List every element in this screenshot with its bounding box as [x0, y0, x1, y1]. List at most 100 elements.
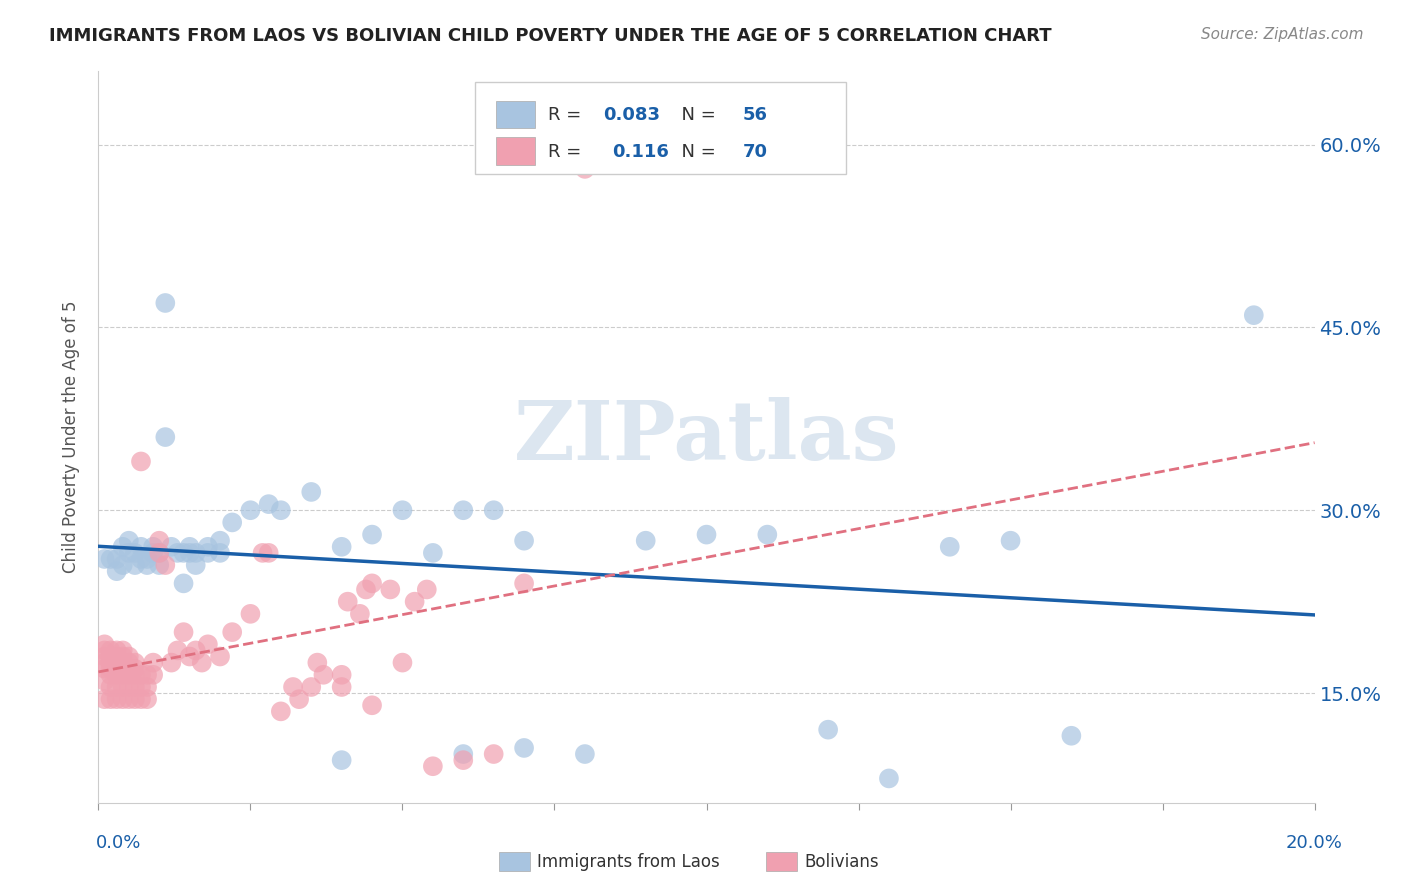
Point — [404, 594, 426, 608]
Point — [100, 680, 122, 694]
Text: Bolivians: Bolivians — [804, 853, 879, 871]
Text: ZIPatlas: ZIPatlas — [513, 397, 900, 477]
Point — [574, 161, 596, 176]
Point — [696, 527, 718, 541]
Point — [191, 656, 214, 670]
Point — [93, 673, 115, 688]
Point — [361, 576, 384, 591]
Point — [142, 667, 165, 682]
Point — [105, 656, 128, 670]
Point — [453, 747, 475, 761]
Point — [142, 656, 165, 670]
Point — [129, 454, 152, 468]
Point — [179, 649, 201, 664]
Point — [513, 740, 536, 755]
Point — [173, 546, 195, 560]
Text: Source: ZipAtlas.com: Source: ZipAtlas.com — [1201, 27, 1364, 42]
Point — [148, 546, 170, 560]
Text: N =: N = — [671, 106, 721, 124]
Point — [118, 533, 141, 548]
Point — [93, 552, 115, 566]
Point — [453, 503, 475, 517]
Point — [93, 643, 115, 657]
Point — [179, 540, 201, 554]
Point — [179, 546, 201, 560]
Point — [105, 680, 128, 694]
Point — [105, 667, 128, 682]
Point — [257, 546, 280, 560]
Point — [288, 692, 311, 706]
Point — [129, 667, 152, 682]
Point — [354, 582, 377, 597]
Point — [136, 680, 159, 694]
Point — [111, 667, 134, 682]
Point — [111, 643, 134, 657]
Text: R =: R = — [548, 143, 593, 161]
Point — [118, 692, 141, 706]
Point — [391, 503, 413, 517]
Point — [209, 649, 232, 664]
Point — [239, 503, 262, 517]
Point — [105, 692, 128, 706]
Point — [93, 662, 115, 676]
Point — [482, 747, 505, 761]
Text: 56: 56 — [742, 106, 768, 124]
Text: R =: R = — [548, 106, 588, 124]
Point — [136, 552, 159, 566]
Point — [105, 564, 128, 578]
Point — [513, 576, 536, 591]
Point — [197, 637, 219, 651]
Point — [184, 558, 207, 573]
Point — [105, 552, 128, 566]
Point — [118, 649, 141, 664]
Point — [299, 485, 322, 500]
Text: IMMIGRANTS FROM LAOS VS BOLIVIAN CHILD POVERTY UNDER THE AGE OF 5 CORRELATION CH: IMMIGRANTS FROM LAOS VS BOLIVIAN CHILD P… — [49, 27, 1052, 45]
Point — [197, 546, 219, 560]
Point — [349, 607, 371, 621]
Point — [111, 540, 134, 554]
Text: 70: 70 — [742, 143, 768, 161]
Point — [574, 747, 596, 761]
Point — [160, 540, 183, 554]
Point — [299, 680, 322, 694]
Point — [209, 546, 232, 560]
Point — [252, 546, 274, 560]
Text: 20.0%: 20.0% — [1286, 834, 1343, 852]
Point — [124, 656, 146, 670]
Point — [136, 558, 159, 573]
Point — [155, 558, 177, 573]
Point — [100, 692, 122, 706]
Point — [111, 558, 134, 573]
Point — [361, 698, 384, 713]
Point — [129, 552, 152, 566]
Point — [453, 753, 475, 767]
Point — [118, 680, 141, 694]
Point — [184, 643, 207, 657]
Point — [756, 527, 779, 541]
Point — [100, 552, 122, 566]
Point — [239, 607, 262, 621]
Point — [330, 667, 353, 682]
Point — [221, 516, 243, 530]
Text: N =: N = — [671, 143, 721, 161]
Point — [336, 594, 359, 608]
Point — [142, 540, 165, 554]
Point — [197, 540, 219, 554]
Point — [93, 692, 115, 706]
Point — [124, 558, 146, 573]
Point — [118, 656, 141, 670]
Point — [105, 649, 128, 664]
Point — [281, 680, 304, 694]
Point — [173, 625, 195, 640]
Point — [124, 667, 146, 682]
Point — [634, 533, 657, 548]
Point — [93, 649, 115, 664]
Point — [100, 649, 122, 664]
Point — [312, 667, 335, 682]
Point — [330, 540, 353, 554]
Point — [148, 533, 170, 548]
FancyBboxPatch shape — [475, 82, 846, 174]
Point — [330, 753, 353, 767]
Text: 0.0%: 0.0% — [96, 834, 141, 852]
Point — [124, 692, 146, 706]
